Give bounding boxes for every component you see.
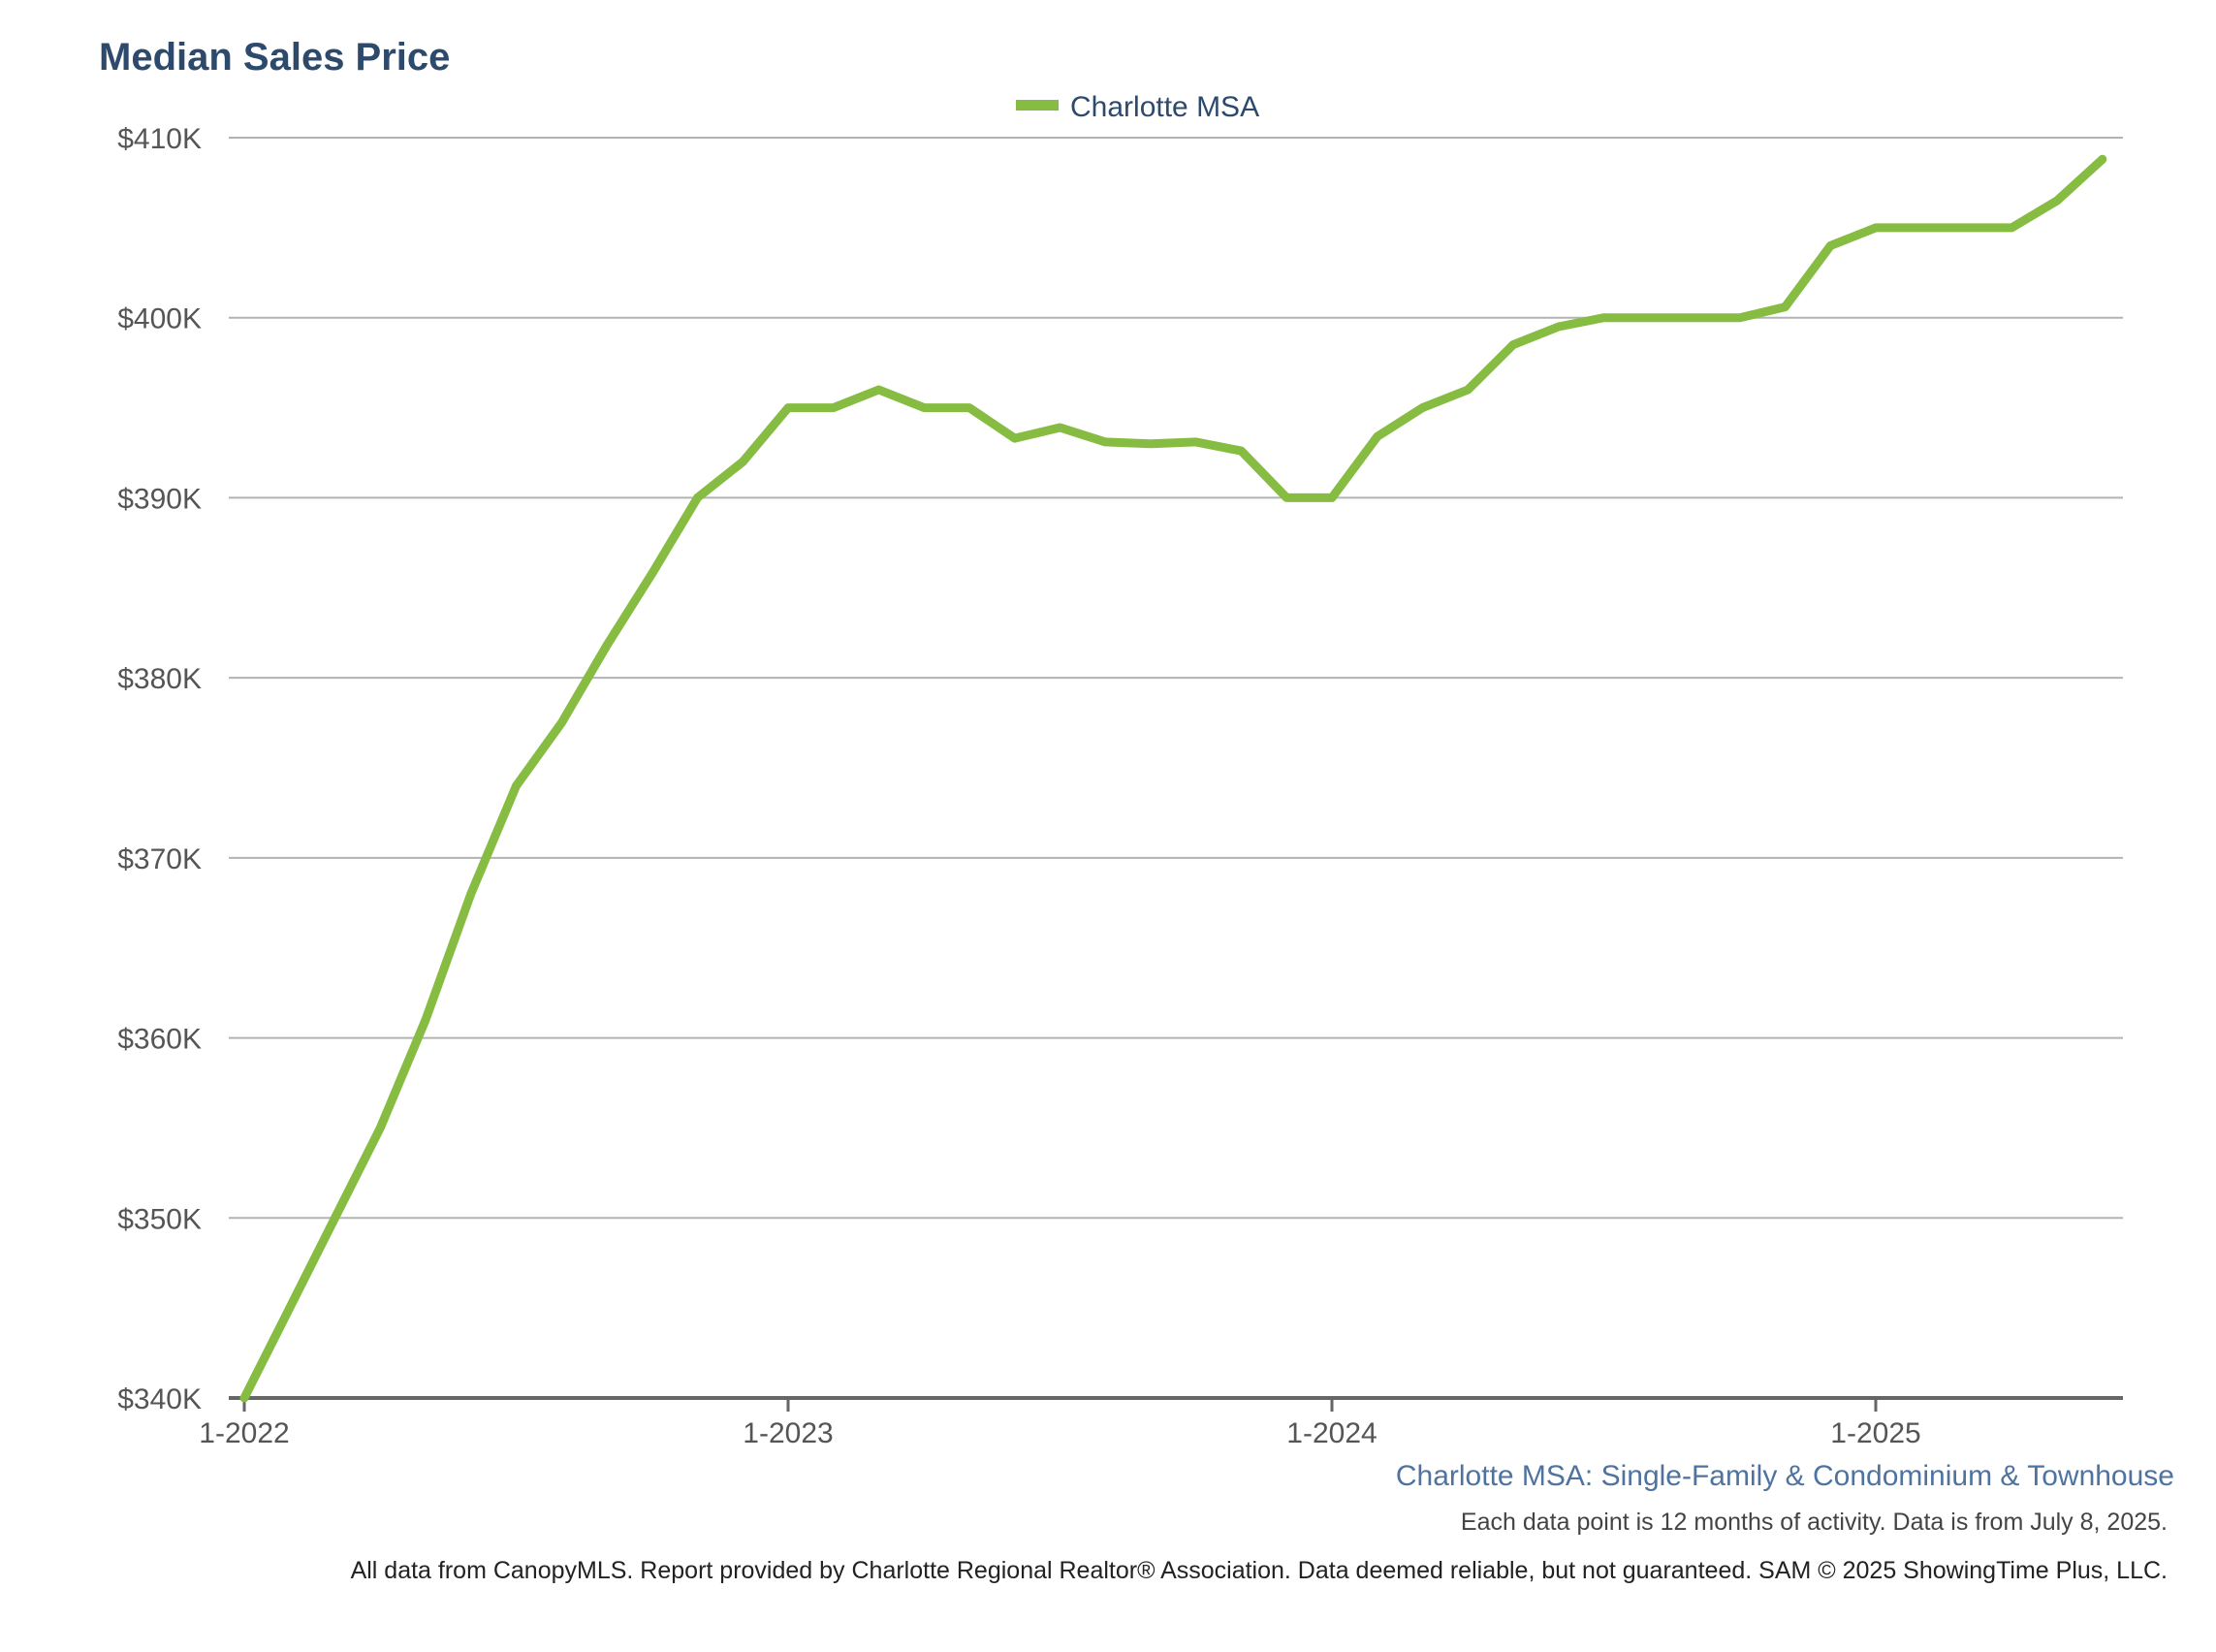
grid-lines: [229, 137, 2123, 1220]
footer-disclaimer: All data from CanopyMLS. Report provided…: [351, 1557, 2168, 1584]
x-tick-label: 1-2023: [743, 1417, 833, 1449]
x-tick-label: 1-2022: [199, 1417, 289, 1449]
series-line-charlotte-msa: [239, 154, 2107, 1403]
chart-title: Median Sales Price: [99, 36, 450, 79]
x-tick-label: 1-2025: [1830, 1417, 1920, 1449]
legend: Charlotte MSA: [1016, 91, 1259, 123]
y-tick-label: $340K: [117, 1383, 202, 1415]
y-tick-label: $400K: [117, 303, 202, 335]
y-tick-label: $370K: [117, 843, 202, 875]
x-tick-label: 1-2024: [1286, 1417, 1377, 1449]
y-tick-label: $380K: [117, 663, 202, 695]
y-tick-label: $410K: [117, 123, 202, 155]
legend-label: Charlotte MSA: [1070, 91, 1259, 123]
legend-swatch: [1016, 100, 1059, 111]
chart-subtitle: Charlotte MSA: Single-Family & Condomini…: [1396, 1460, 2174, 1492]
y-tick-label: $360K: [117, 1024, 202, 1056]
y-tick-label: $390K: [117, 483, 202, 515]
y-tick-label: $350K: [117, 1203, 202, 1235]
x-axis: 1-2022 1-2023 1-2024 1-2025: [199, 1398, 1921, 1449]
data-note: Each data point is 12 months of activity…: [1461, 1509, 2168, 1536]
y-axis-labels: $340K $350K $360K $370K $380K $390K $400K $410K: [117, 123, 202, 1415]
